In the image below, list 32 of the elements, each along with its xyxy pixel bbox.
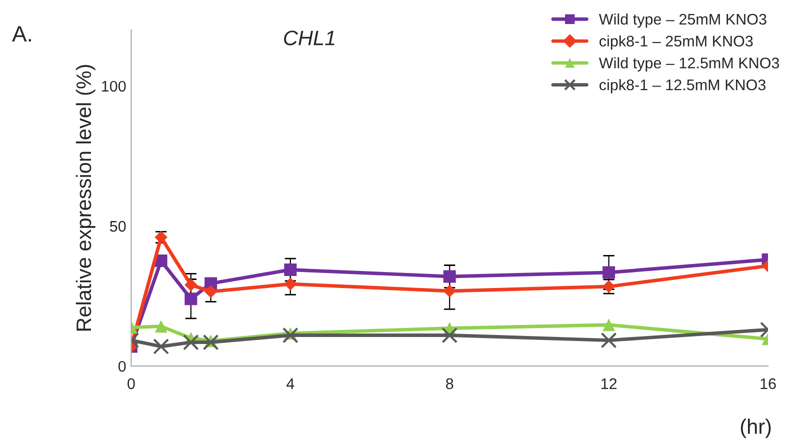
text: A. (12, 26, 31, 42)
y-axis-title: Relative expression level (%) (76, 64, 96, 331)
x-tick-label: 8 (446, 378, 454, 390)
x-axis-title: (hr) (740, 418, 771, 438)
point (442, 327, 458, 344)
point (202, 334, 219, 350)
point (443, 284, 456, 298)
point (182, 334, 199, 350)
x-tick-label: 0 (128, 378, 135, 390)
point (284, 278, 297, 290)
legend-label: cipk8-1 – 25mM KNO3 (600, 35, 753, 50)
point (153, 338, 170, 354)
legend-label: cipk8-1 – 12.5mM KNO3 (600, 79, 766, 94)
point (443, 270, 456, 283)
point (600, 332, 617, 348)
point (602, 266, 616, 279)
legend-label: Wild type – 12.5mM KNO3 (598, 57, 780, 72)
y-tick-label: 0 (118, 360, 126, 372)
point (282, 327, 298, 344)
point (602, 318, 616, 332)
y-tick-label: 100 (102, 80, 126, 92)
x-tick-label: 4 (286, 378, 294, 389)
x-tick-label: 12 (601, 378, 617, 389)
point (184, 292, 198, 306)
chart-title: CHL1 (284, 30, 334, 46)
point (154, 320, 168, 333)
y-tick-label: 50 (110, 220, 126, 232)
legend-label: Wild type – 25mM KNO3 (598, 13, 766, 28)
x-tick-label: 16 (760, 378, 776, 390)
point (204, 285, 218, 298)
point (184, 278, 198, 292)
point (284, 263, 297, 276)
